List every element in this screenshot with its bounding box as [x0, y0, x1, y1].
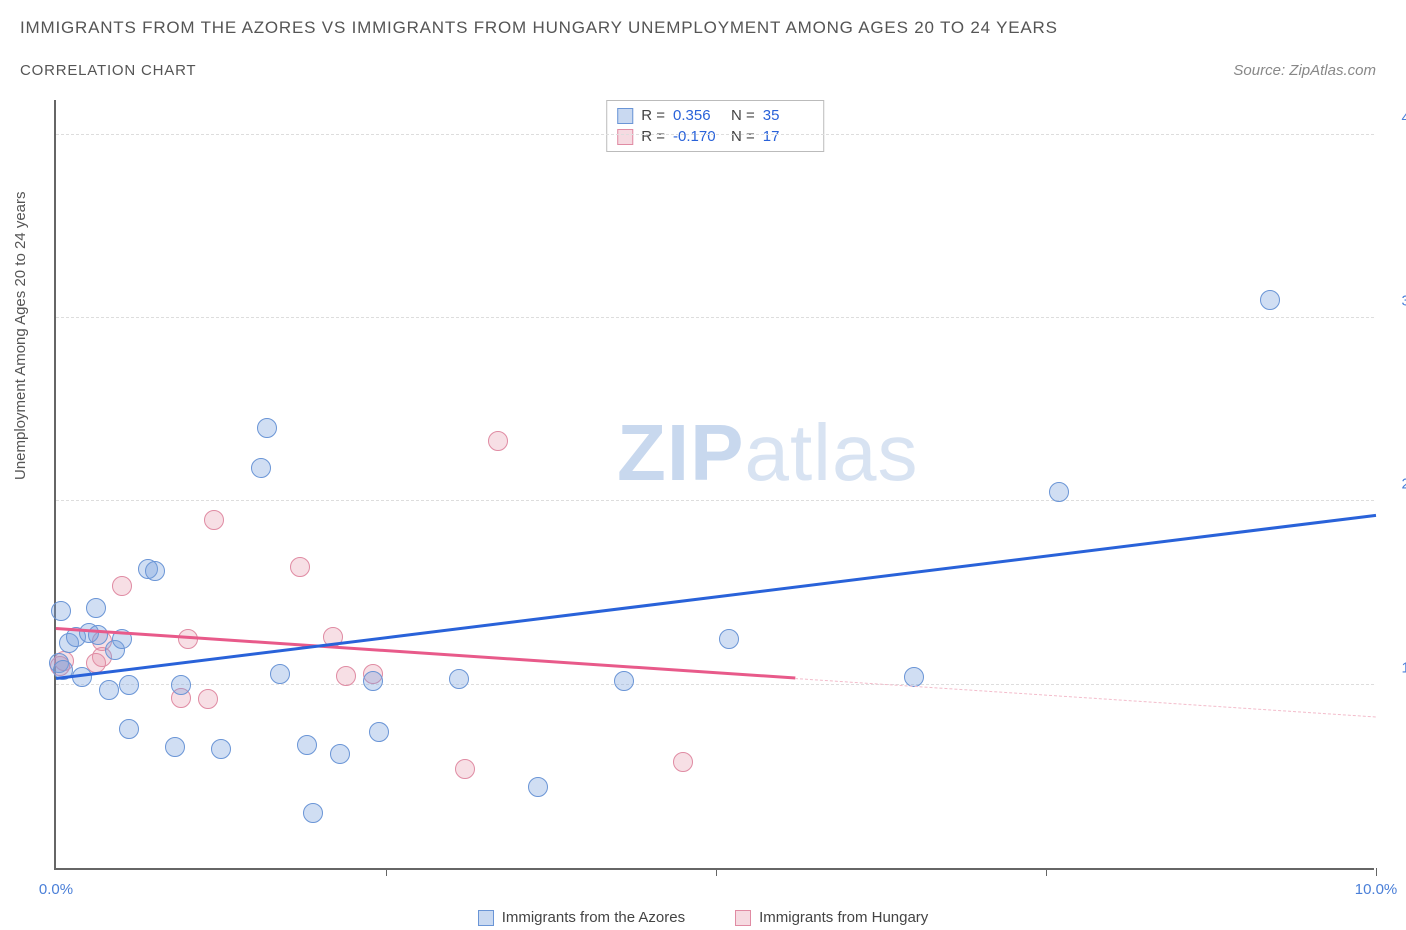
n-value-b: 17: [763, 128, 813, 145]
trendline-hungary: [56, 627, 795, 679]
source-prefix: Source:: [1233, 62, 1289, 79]
data-point-azores: [1049, 482, 1069, 502]
y-tick-label: 20.0%: [1384, 476, 1406, 493]
x-tick-label: 0.0%: [39, 881, 73, 898]
swatch-pink-icon: [617, 129, 633, 145]
y-axis-label: Unemployment Among Ages 20 to 24 years: [12, 191, 29, 480]
n-label-a: N =: [731, 107, 755, 124]
data-point-azores: [303, 803, 323, 823]
r-label-b: R =: [641, 128, 665, 145]
data-point-azores: [270, 664, 290, 684]
data-point-azores: [257, 418, 277, 438]
stats-row-azores: R = 0.356 N = 35: [617, 105, 813, 126]
data-point-hungary: [336, 666, 356, 686]
r-label-a: R =: [641, 107, 665, 124]
x-tick-mark: [386, 868, 387, 876]
x-tick-mark: [1046, 868, 1047, 876]
data-point-azores: [211, 739, 231, 759]
data-point-azores: [72, 667, 92, 687]
scatter-plot: ZIPatlas R = 0.356 N = 35 R = -0.170 N =…: [54, 100, 1374, 870]
chart-subtitle: CORRELATION CHART: [20, 62, 196, 79]
x-tick-label: 10.0%: [1355, 881, 1398, 898]
data-point-hungary: [488, 431, 508, 451]
legend-item-azores: Immigrants from the Azores: [478, 909, 685, 926]
data-point-azores: [119, 675, 139, 695]
y-tick-label: 30.0%: [1384, 293, 1406, 310]
x-tick-mark: [716, 868, 717, 876]
source-name: ZipAtlas.com: [1289, 62, 1376, 79]
data-point-azores: [363, 671, 383, 691]
x-tick-mark: [1376, 868, 1377, 876]
gridline: [56, 317, 1374, 318]
y-tick-label: 40.0%: [1384, 109, 1406, 126]
n-label-b: N =: [731, 128, 755, 145]
gridline: [56, 134, 1374, 135]
legend-item-hungary: Immigrants from Hungary: [735, 909, 928, 926]
data-point-azores: [145, 561, 165, 581]
data-point-azores: [369, 722, 389, 742]
chart-title: IMMIGRANTS FROM THE AZORES VS IMMIGRANTS…: [20, 18, 1058, 38]
data-point-azores: [86, 598, 106, 618]
data-point-azores: [51, 601, 71, 621]
data-point-azores: [330, 744, 350, 764]
data-point-azores: [1260, 290, 1280, 310]
n-value-a: 35: [763, 107, 813, 124]
data-point-azores: [297, 735, 317, 755]
data-point-azores: [449, 669, 469, 689]
swatch-pink-icon: [735, 910, 751, 926]
watermark-atlas: atlas: [744, 408, 918, 497]
data-point-hungary: [290, 557, 310, 577]
data-point-hungary: [112, 576, 132, 596]
legend-label-hungary: Immigrants from Hungary: [759, 909, 928, 926]
data-point-azores: [614, 671, 634, 691]
data-point-azores: [719, 629, 739, 649]
data-point-azores: [251, 458, 271, 478]
data-point-hungary: [198, 689, 218, 709]
data-point-hungary: [204, 510, 224, 530]
data-point-azores: [165, 737, 185, 757]
correlation-stats-box: R = 0.356 N = 35 R = -0.170 N = 17: [606, 100, 824, 152]
data-point-hungary: [455, 759, 475, 779]
legend-label-azores: Immigrants from the Azores: [502, 909, 685, 926]
gridline: [56, 684, 1374, 685]
data-point-azores: [99, 680, 119, 700]
data-point-azores: [119, 719, 139, 739]
data-point-azores: [528, 777, 548, 797]
trendline-azores: [56, 514, 1376, 680]
r-value-a: 0.356: [673, 107, 723, 124]
watermark: ZIPatlas: [617, 407, 918, 499]
stats-row-hungary: R = -0.170 N = 17: [617, 126, 813, 147]
legend: Immigrants from the Azores Immigrants fr…: [0, 909, 1406, 926]
watermark-zip: ZIP: [617, 408, 744, 497]
r-value-b: -0.170: [673, 128, 723, 145]
swatch-blue-icon: [478, 910, 494, 926]
data-point-hungary: [673, 752, 693, 772]
swatch-blue-icon: [617, 108, 633, 124]
data-point-azores: [904, 667, 924, 687]
gridline: [56, 500, 1374, 501]
y-tick-label: 10.0%: [1384, 659, 1406, 676]
data-point-azores: [171, 675, 191, 695]
data-point-azores: [88, 625, 108, 645]
source-credit: Source: ZipAtlas.com: [1233, 62, 1376, 79]
